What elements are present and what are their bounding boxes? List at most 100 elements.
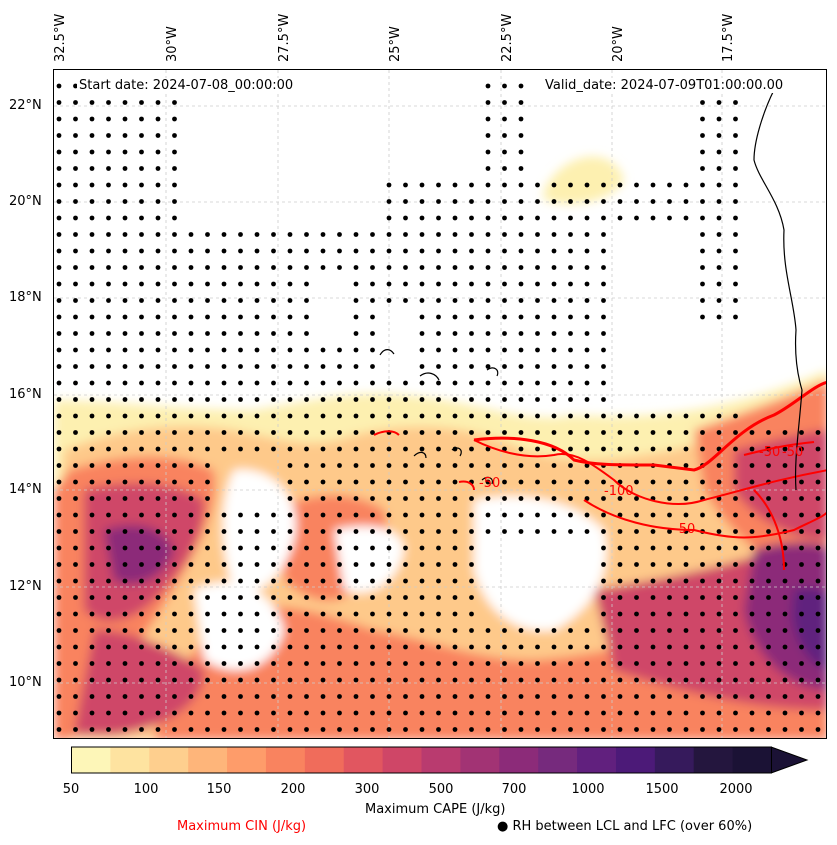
rh-dot [139,133,144,138]
rh-dot [89,133,95,138]
rh-dot [568,446,573,452]
rh-dot [601,248,606,254]
rh-dot [73,100,78,105]
rh-dot [568,496,573,501]
rh-dot [782,661,788,666]
rh-dot [683,562,689,567]
rh-dot [188,595,194,600]
rh-dot [89,529,95,534]
rh-dot [485,710,491,716]
rh-dot [667,430,672,435]
rh-dot [221,364,227,369]
rh-dot [304,397,309,402]
rh-dot [73,545,78,551]
rh-dot [700,512,705,518]
rh-dot [205,413,210,419]
rh-dot [782,496,788,501]
rh-dot [221,248,227,254]
rh-dot [254,446,260,452]
rh-dot [353,578,359,584]
rh-dot [716,595,722,600]
rh-dot [337,611,342,617]
rh-dot [551,215,557,221]
rh-dot [650,562,656,567]
rh-dot [700,578,705,584]
rh-dot [502,133,507,138]
map-panel[interactable]: -50 -100 -50 -50 -50 [53,69,827,739]
rh-dot [799,512,804,518]
rh-dot [568,628,573,633]
rh-dot [73,562,78,567]
rh-dot [106,116,111,122]
rh-dot [485,83,491,89]
rh-dot [584,397,590,402]
rh-dot [106,380,111,386]
rh-dot [205,710,210,716]
rh-dot [155,677,161,683]
rh-dot [271,397,276,402]
rh-dot [205,380,210,386]
rh-dot [304,529,309,534]
rh-dot [287,694,293,699]
rh-dot [535,265,540,270]
rh-dot [634,430,639,435]
rh-dot [304,694,309,699]
rh-dot [485,331,491,336]
rh-dot [502,496,507,501]
rh-dot [386,562,392,567]
rh-dot [122,331,128,336]
rh-dot [535,380,540,386]
rh-dot [287,512,293,518]
rh-dot [502,83,507,89]
rh-dot [238,430,243,435]
rh-dot [766,644,771,650]
rh-dot [650,661,656,666]
rh-dot [551,314,557,320]
rh-dot [205,397,210,402]
rh-dot [238,347,243,353]
rh-dot [766,727,771,732]
rh-dot [518,710,524,716]
rh-dot [436,215,441,221]
rh-dot [502,364,507,369]
rh-dot [221,265,227,270]
rh-dot [320,413,326,419]
rh-dot [535,727,540,732]
rh-dot [469,331,474,336]
rh-dot [815,628,821,633]
rh-dot [799,446,804,452]
rh-dot [683,727,689,732]
rh-dot [304,364,309,369]
rh-dot [551,479,557,485]
rh-dot [370,331,375,336]
rh-dot [601,512,606,518]
rh-dot [221,727,227,732]
rh-dot [733,182,738,188]
rh-dot [700,446,705,452]
rh-dot [304,727,309,732]
rh-dot [172,331,177,336]
rh-dot [667,545,672,551]
rh-dot [634,479,639,485]
rh-dot [733,446,738,452]
rh-dot [122,430,128,435]
rh-dot [139,331,144,336]
rh-dot [139,265,144,270]
rh-dot [469,710,474,716]
rh-dot [370,413,375,419]
rh-dot [188,232,194,237]
rh-dot [815,529,821,534]
rh-dot [733,248,738,254]
rh-dot [304,248,309,254]
rh-dot [254,677,260,683]
rh-dot [205,364,210,369]
rh-dot [56,430,62,435]
rh-dot [155,133,161,138]
rh-dot [436,661,441,666]
rh-dot [700,661,705,666]
rh-dot [172,710,177,716]
rh-dot [337,694,342,699]
rh-dot [172,298,177,303]
rh-dot [56,199,62,204]
rh-dot [452,628,458,633]
